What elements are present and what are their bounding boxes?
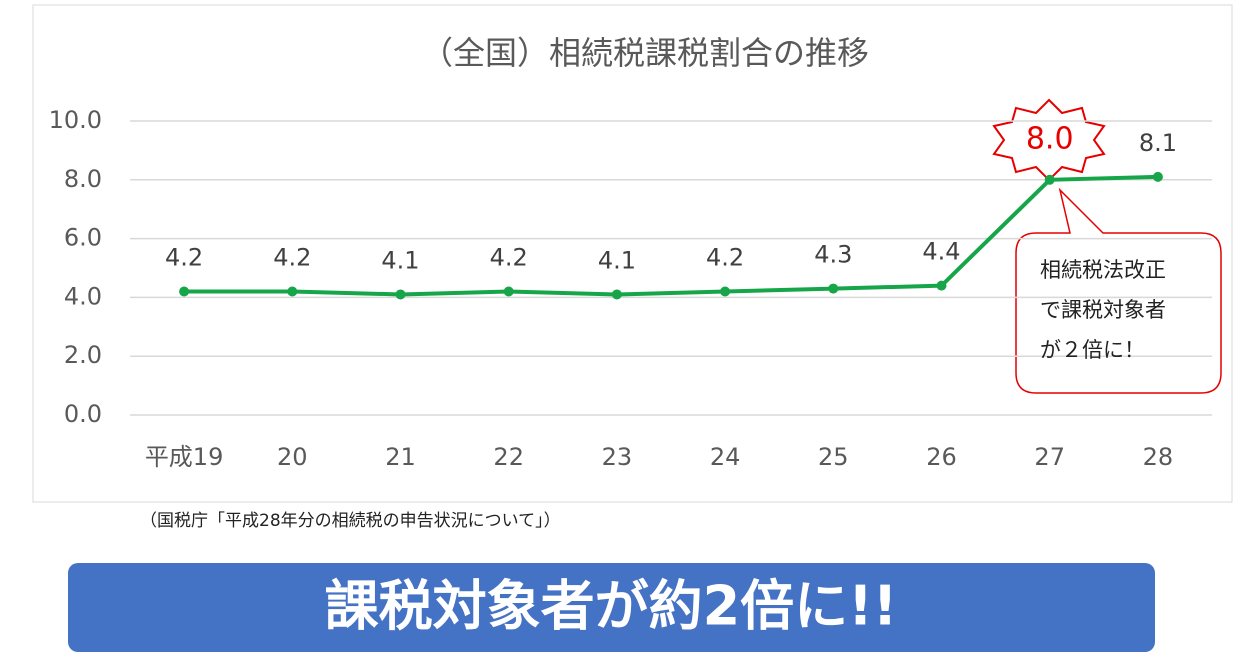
x-tick-label: 22 [493,443,524,471]
data-label: 4.2 [165,244,203,272]
source-note: （国税庁「平成28年分の相続税の申告状況について」） [140,511,561,531]
data-point [1044,174,1055,185]
data-label: 4.4 [922,238,960,266]
x-tick-label: 26 [926,443,957,471]
data-label: 4.2 [490,244,528,272]
data-label: 4.2 [273,244,311,272]
callout-text: で課税対象者 [1040,298,1166,322]
data-point [720,286,731,297]
data-point [1152,171,1163,182]
x-tick-label: 23 [602,443,633,471]
x-tick-label: 20 [277,443,308,471]
data-line [184,174,1158,297]
x-tick-label: 28 [1143,443,1174,471]
x-tick-label: 24 [710,443,741,471]
chart-title: （全国）相続税課税割合の推移 [421,34,869,72]
callout-box [1015,187,1222,394]
y-tick-label: 0.0 [64,400,102,428]
data-point [395,289,406,300]
data-point [287,286,298,297]
callout-text: 相続税法改正 [1040,258,1166,282]
y-tick-label: 10.0 [49,106,102,134]
data-point [179,286,190,297]
data-label: 4.3 [814,241,852,269]
data-label: 4.1 [381,246,419,274]
x-tick-label: 27 [1034,443,1065,471]
y-tick-label: 2.0 [64,341,102,369]
data-point [828,283,839,294]
y-tick-label: 6.0 [64,224,102,252]
data-point [503,286,514,297]
x-tick-label: 平成19 [145,443,224,471]
data-label: 4.1 [598,246,636,274]
x-tick-label: 25 [818,443,849,471]
data-label: 8.0 [1026,122,1074,157]
y-tick-label: 8.0 [64,165,102,193]
y-tick-label: 4.0 [64,282,102,310]
data-point [936,280,947,291]
banner-text: 課税対象者が約2倍に!! [325,575,898,638]
callout-text: が２倍に！ [1040,338,1145,362]
data-point [611,289,622,300]
data-label: 8.1 [1139,129,1177,157]
banner [68,563,1155,652]
x-tick-label: 21 [385,443,416,471]
data-label: 4.2 [706,244,744,272]
